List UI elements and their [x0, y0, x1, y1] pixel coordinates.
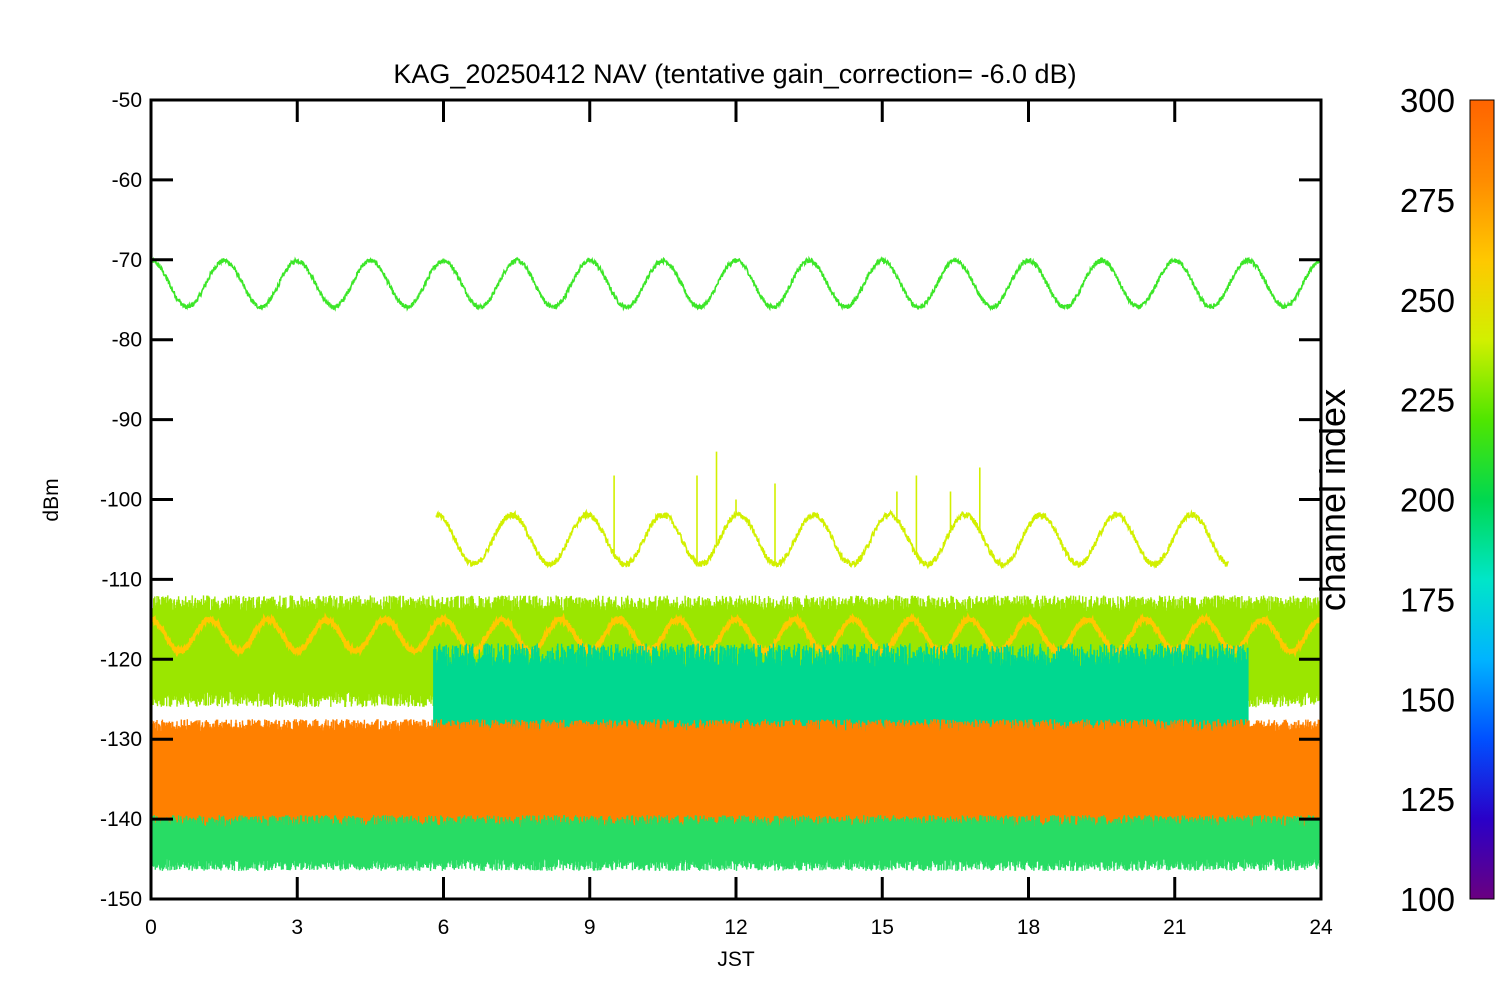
x-tick-label-4: 12 — [724, 916, 747, 939]
series-line-1 — [435, 451, 1230, 570]
colorbar-tick-label-2: 150 — [1400, 681, 1455, 718]
y-tick-label-9: -140 — [100, 808, 142, 831]
x-tick-label-8: 24 — [1309, 916, 1333, 939]
x-tick-label-7: 21 — [1163, 916, 1186, 939]
series-line-3 — [151, 612, 1321, 659]
series-band-5 — [151, 719, 1321, 848]
colorbar-tick-label-4: 200 — [1400, 482, 1455, 519]
colorbar-tick-label-6: 250 — [1400, 282, 1455, 319]
y-axis: -50 -60 -70 -80 -90 -100 -110 -120 -130 -140 -150 — [100, 89, 1321, 911]
colorbar-tick-label-0: 100 — [1400, 881, 1455, 918]
colorbar-tick-label-5: 225 — [1400, 382, 1455, 419]
series-line-0 — [151, 255, 1321, 312]
y-tick-label-5: -100 — [100, 489, 142, 512]
y-tick-label-7: -120 — [100, 648, 142, 671]
x-axis-label: JST — [717, 948, 755, 971]
x-tick-label-5: 15 — [871, 916, 894, 939]
series-layer — [151, 255, 1321, 871]
y-tick-label-8: -130 — [100, 728, 142, 751]
x-tick-label-1: 3 — [291, 916, 303, 939]
y-tick-label-1: -60 — [112, 169, 142, 192]
colorbar-ticks: 100 125 150 175 200 225 250 275 300 — [1400, 82, 1455, 918]
y-tick-label-3: -80 — [112, 329, 142, 352]
y-tick-label-2: -70 — [112, 249, 142, 272]
colorbar-label: channel index — [1312, 389, 1353, 611]
colorbar-tick-label-8: 300 — [1400, 82, 1455, 119]
series-band-6 — [151, 815, 1321, 871]
colorbar-tick-label-7: 275 — [1400, 182, 1455, 219]
x-tick-label-2: 6 — [438, 916, 450, 939]
colorbar — [1469, 99, 1495, 900]
colorbar-tick-label-1: 125 — [1400, 781, 1455, 818]
x-tick-label-0: 0 — [145, 916, 157, 939]
y-tick-label-0: -50 — [112, 89, 142, 112]
colorbar-tick-label-3: 175 — [1400, 581, 1455, 618]
y-axis-label: dBm — [40, 478, 63, 521]
x-axis: 0 3 6 9 12 15 18 21 24 — [145, 100, 1333, 939]
x-tick-label-6: 18 — [1017, 916, 1040, 939]
y-tick-label-4: -90 — [112, 409, 142, 432]
y-tick-label-6: -110 — [102, 568, 142, 591]
y-tick-label-10: -150 — [100, 888, 142, 911]
chart-title: KAG_20250412 NAV (tentative gain_correct… — [393, 59, 1076, 89]
series-band-4 — [433, 643, 1249, 772]
x-tick-label-3: 9 — [584, 916, 596, 939]
